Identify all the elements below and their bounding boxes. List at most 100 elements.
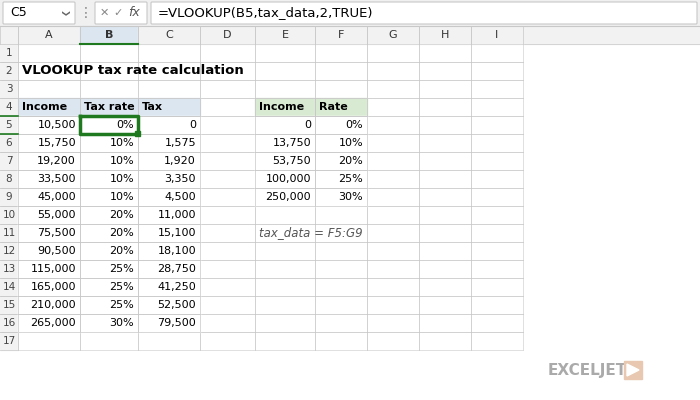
Text: 20%: 20% bbox=[109, 228, 134, 238]
Bar bbox=[367, 296, 419, 314]
Text: 3,350: 3,350 bbox=[164, 174, 196, 184]
Bar bbox=[255, 26, 315, 44]
Bar bbox=[18, 296, 80, 314]
Bar bbox=[80, 152, 138, 170]
Bar bbox=[419, 224, 471, 242]
Bar bbox=[0, 242, 18, 260]
Bar bbox=[419, 80, 471, 98]
Bar bbox=[419, 206, 471, 224]
Bar bbox=[315, 296, 367, 314]
Text: 28,750: 28,750 bbox=[157, 264, 196, 274]
Bar bbox=[419, 332, 471, 350]
Bar bbox=[80, 116, 138, 134]
Text: Tax rate: Tax rate bbox=[84, 102, 134, 112]
Text: EXCELJET: EXCELJET bbox=[548, 362, 627, 378]
Bar bbox=[419, 62, 471, 80]
Bar bbox=[419, 314, 471, 332]
Text: VLOOKUP tax rate calculation: VLOOKUP tax rate calculation bbox=[22, 64, 244, 78]
Bar bbox=[18, 116, 80, 134]
Bar bbox=[0, 44, 18, 62]
Bar bbox=[367, 44, 419, 62]
Text: B: B bbox=[105, 30, 113, 40]
Bar bbox=[80, 314, 138, 332]
Bar bbox=[0, 98, 18, 116]
Bar bbox=[367, 134, 419, 152]
Bar bbox=[0, 314, 18, 332]
FancyBboxPatch shape bbox=[3, 2, 75, 24]
Bar bbox=[255, 206, 315, 224]
Text: 100,000: 100,000 bbox=[265, 174, 311, 184]
Bar bbox=[200, 278, 255, 296]
Bar bbox=[471, 62, 523, 80]
Bar bbox=[471, 278, 523, 296]
Bar bbox=[138, 26, 200, 44]
Text: 210,000: 210,000 bbox=[30, 300, 76, 310]
Text: ✓: ✓ bbox=[113, 8, 122, 18]
FancyBboxPatch shape bbox=[151, 2, 697, 24]
Bar bbox=[471, 134, 523, 152]
Text: ⋮: ⋮ bbox=[79, 6, 93, 20]
Text: 3: 3 bbox=[6, 84, 13, 94]
Bar bbox=[255, 242, 315, 260]
Text: =VLOOKUP(B5,tax_data,2,TRUE): =VLOOKUP(B5,tax_data,2,TRUE) bbox=[158, 6, 374, 20]
Text: 33,500: 33,500 bbox=[38, 174, 76, 184]
Bar bbox=[80, 188, 138, 206]
Bar bbox=[419, 278, 471, 296]
Bar bbox=[18, 26, 80, 44]
Text: D: D bbox=[223, 30, 232, 40]
Bar bbox=[419, 188, 471, 206]
Bar bbox=[0, 80, 18, 98]
Bar bbox=[255, 98, 315, 116]
Bar bbox=[315, 152, 367, 170]
Text: 75,500: 75,500 bbox=[37, 228, 76, 238]
Bar bbox=[315, 206, 367, 224]
Bar bbox=[80, 332, 138, 350]
Bar bbox=[138, 188, 200, 206]
Bar bbox=[255, 188, 315, 206]
Bar bbox=[138, 62, 200, 80]
Bar bbox=[471, 116, 523, 134]
Bar bbox=[138, 170, 200, 188]
Text: I: I bbox=[496, 30, 498, 40]
Bar bbox=[255, 278, 315, 296]
Bar bbox=[138, 80, 200, 98]
Text: 1: 1 bbox=[6, 48, 13, 58]
Bar bbox=[80, 278, 138, 296]
Text: 1,575: 1,575 bbox=[164, 138, 196, 148]
Bar bbox=[471, 224, 523, 242]
Bar bbox=[255, 98, 315, 116]
Bar bbox=[315, 170, 367, 188]
Text: C: C bbox=[165, 30, 173, 40]
Bar bbox=[200, 260, 255, 278]
Polygon shape bbox=[627, 364, 639, 376]
Bar bbox=[471, 260, 523, 278]
Bar bbox=[471, 80, 523, 98]
Bar bbox=[367, 242, 419, 260]
Bar bbox=[315, 116, 367, 134]
Bar bbox=[367, 170, 419, 188]
Bar bbox=[138, 152, 200, 170]
Bar bbox=[315, 134, 367, 152]
Bar bbox=[18, 206, 80, 224]
Bar bbox=[138, 206, 200, 224]
Bar bbox=[18, 242, 80, 260]
Bar bbox=[18, 98, 80, 116]
Bar bbox=[419, 116, 471, 134]
Bar bbox=[471, 44, 523, 62]
Bar bbox=[315, 134, 367, 152]
Bar bbox=[0, 26, 700, 44]
Text: 8: 8 bbox=[6, 174, 13, 184]
Bar bbox=[255, 116, 315, 134]
Bar bbox=[80, 296, 138, 314]
Text: 79,500: 79,500 bbox=[158, 318, 196, 328]
Bar bbox=[255, 44, 315, 62]
Bar bbox=[18, 98, 80, 116]
Bar bbox=[200, 152, 255, 170]
Text: 55,000: 55,000 bbox=[38, 210, 76, 220]
Text: 20%: 20% bbox=[338, 156, 363, 166]
Text: 5: 5 bbox=[6, 120, 13, 130]
Bar bbox=[138, 116, 200, 134]
Bar bbox=[419, 44, 471, 62]
Text: Income: Income bbox=[22, 102, 67, 112]
Bar bbox=[315, 224, 367, 242]
